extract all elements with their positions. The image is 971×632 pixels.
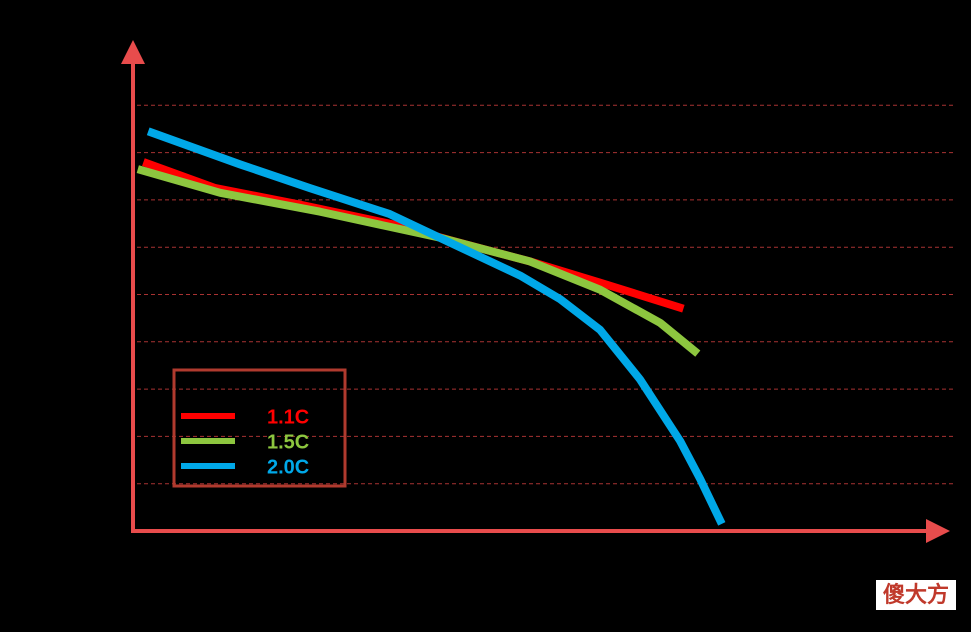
y-tick-label: 9 [115, 96, 123, 112]
y-tick-label: 6 [115, 238, 123, 254]
watermark: 傻大方 [883, 582, 949, 608]
legend-label: 1.1C [267, 406, 309, 428]
y-tick-label: 4 [115, 333, 123, 349]
series-line [146, 127, 726, 526]
legend-label: 1.5C [267, 431, 309, 453]
y-tick-label: 5 [115, 285, 123, 301]
watermark-bg [876, 580, 956, 610]
y-tick-label: 3 [115, 380, 123, 396]
legend-box [172, 368, 347, 488]
y-tick-label: 1 [115, 474, 123, 490]
legend-label: 2.0C [267, 456, 309, 478]
y-tick-label: 8 [115, 143, 123, 159]
y-tick-label: 7 [115, 191, 123, 207]
series-line [136, 165, 701, 357]
y-tick-label: 2 [115, 427, 123, 443]
